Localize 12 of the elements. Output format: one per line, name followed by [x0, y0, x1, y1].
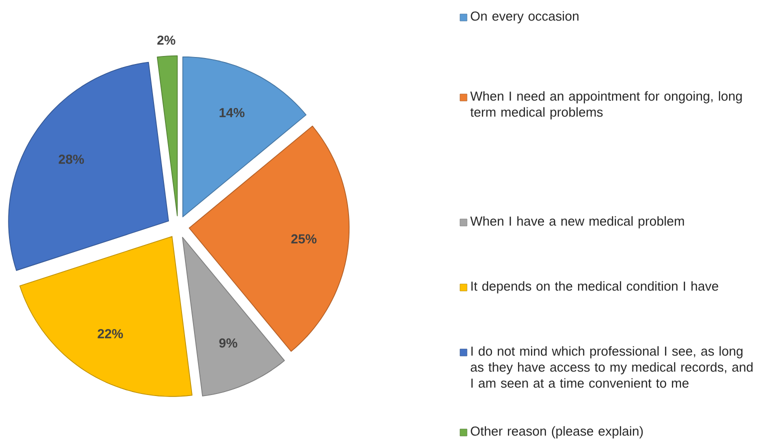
legend-label: It depends on the medical condition I have [471, 281, 718, 294]
data-label: 14% [220, 108, 244, 118]
legend-label: On every occasion [470, 11, 578, 24]
legend-label: When I have a new medical problem [470, 216, 684, 228]
data-label: 28% [58, 154, 84, 164]
data-label: 22% [98, 329, 123, 338]
data-label: 2% [157, 36, 176, 45]
legend-label: Other reason (please explain) [470, 426, 643, 438]
legend-label: I do not mind which professional I see, as long as they have access to my medical records, and I am seen at a time convenient to me [470, 346, 753, 388]
legend-label: When I need an appointment for ongoing, long term medical problems [470, 91, 742, 120]
data-label: 25% [291, 234, 317, 244]
data-label: 9% [219, 338, 238, 348]
